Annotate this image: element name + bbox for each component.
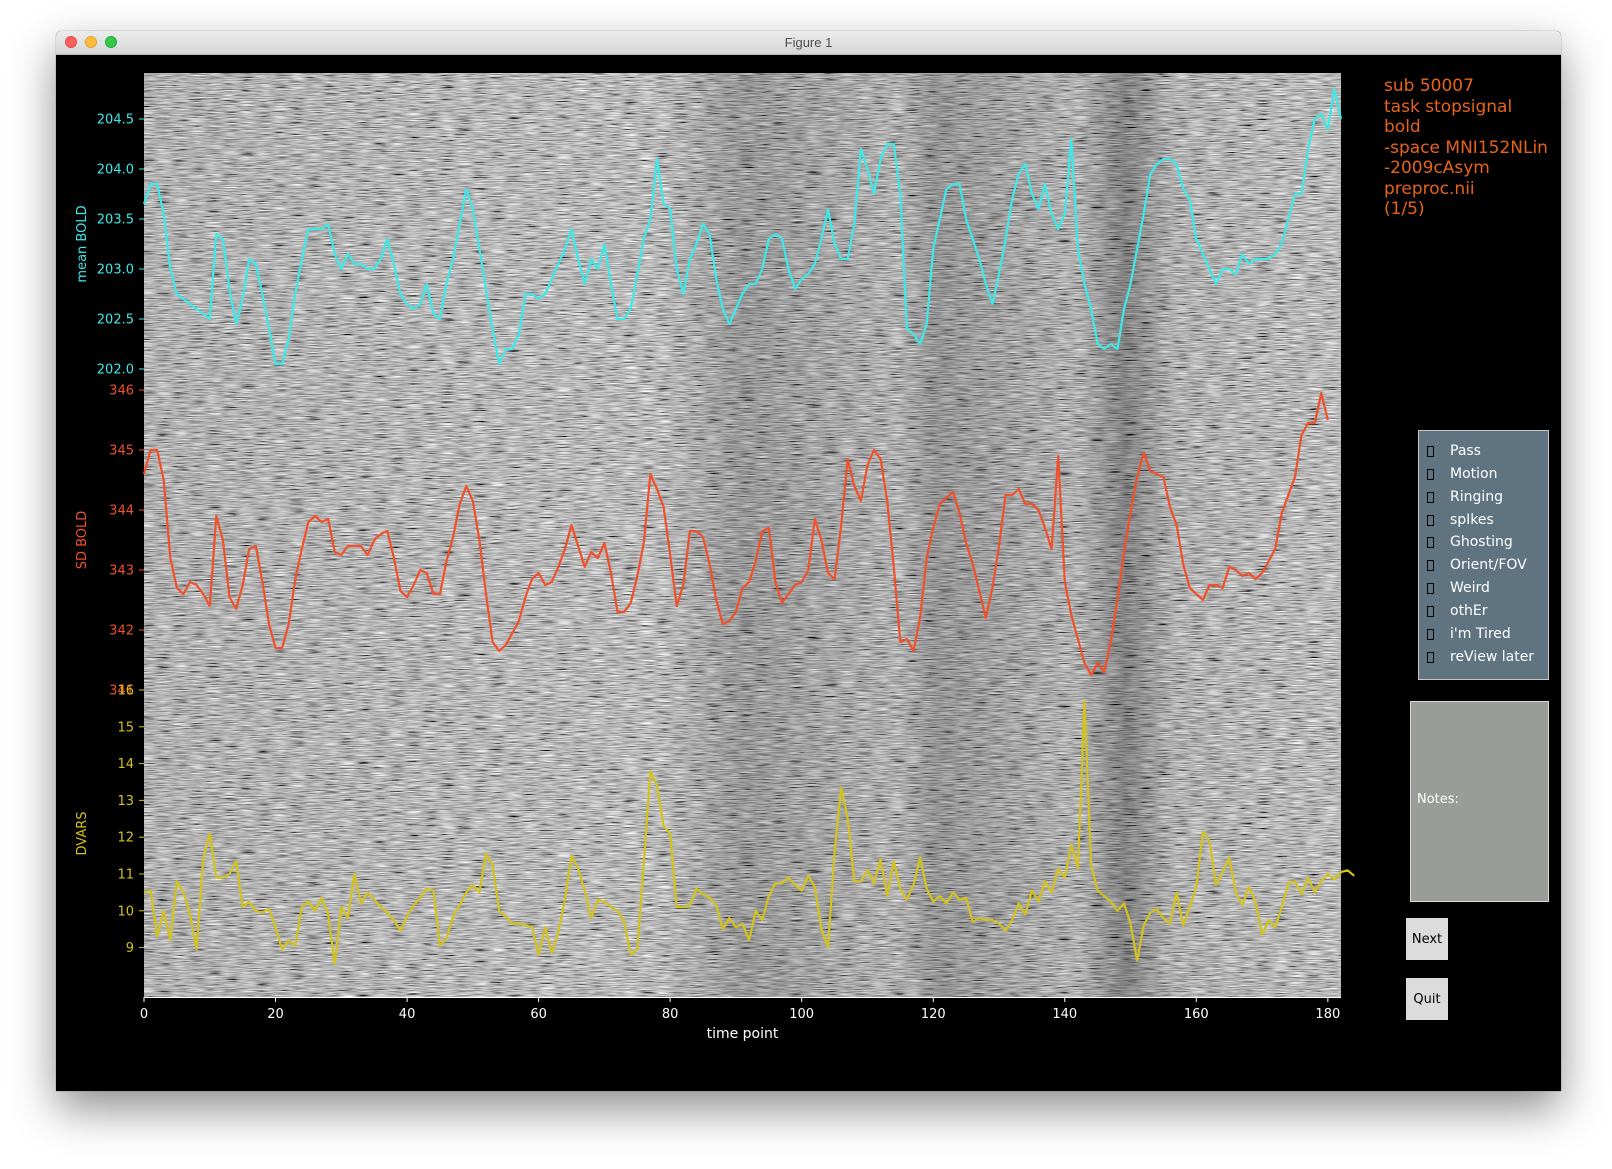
maximize-window-icon[interactable] (105, 36, 117, 48)
checkbox-label: Ringing (1450, 489, 1504, 505)
y-tick-label: 15 (117, 720, 134, 735)
rating-checkbox-panel: Pass Motion Ringing spIkes Ghosting Orie… (1418, 430, 1549, 680)
y-axis-label: DVARS (75, 811, 90, 855)
checkbox-label: Orient/FOV (1450, 557, 1527, 573)
y-tick-label: 11 (117, 867, 134, 882)
checkbox-box[interactable] (1427, 445, 1434, 457)
y-tick-label: 12 (117, 831, 134, 846)
checkbox-label: Ghosting (1450, 534, 1513, 550)
series-line-sd-bold (142, 391, 1329, 677)
y-tick-label: 203.0 (97, 263, 134, 278)
checkbox-weird[interactable]: Weird (1427, 578, 1490, 598)
checkbox-label: spIkes (1450, 512, 1494, 528)
y-tick-label: 13 (117, 794, 134, 809)
checkbox-label: Pass (1450, 443, 1481, 459)
checkbox-box[interactable] (1427, 651, 1434, 663)
checkbox-label: Motion (1450, 466, 1498, 482)
checkbox-spikes[interactable]: spIkes (1427, 510, 1494, 530)
x-tick-label: 100 (789, 1007, 814, 1022)
checkbox-label: i'm Tired (1450, 626, 1511, 642)
y-tick-label: 343 (109, 564, 134, 579)
y-tick-label: 16 (117, 684, 134, 699)
checkbox-pass[interactable]: Pass (1427, 441, 1481, 461)
checkbox-label: reView later (1450, 649, 1535, 665)
y-tick-label: 346 (109, 384, 134, 399)
window-title: Figure 1 (784, 35, 833, 50)
y-axis-label: SD BOLD (75, 511, 90, 570)
y-tick-label: 202.0 (97, 363, 134, 378)
checkbox-box[interactable] (1427, 605, 1434, 617)
x-tick-label: 80 (662, 1007, 679, 1022)
checkbox-label: Weird (1450, 580, 1490, 596)
y-tick-label: 10 (117, 904, 134, 919)
figure-window: Figure 1 (56, 31, 1561, 1091)
y-tick-label: 341 (109, 684, 134, 699)
checkbox-other[interactable]: othEr (1427, 601, 1488, 621)
checkbox-ghosting[interactable]: Ghosting (1427, 532, 1513, 552)
y-tick-label: 202.5 (97, 313, 134, 328)
y-tick-label: 344 (109, 504, 134, 519)
series-line-mean-bold (142, 87, 1343, 366)
carpet-plot: 0 20 40 60 80 100 120 140 160 180 time point 202.0 2… (75, 73, 1355, 1042)
checkbox-box[interactable] (1427, 628, 1434, 640)
trace-lines (142, 87, 1355, 966)
checkbox-orient-fov[interactable]: Orient/FOV (1427, 555, 1527, 575)
notes-textbox[interactable]: Notes: (1410, 701, 1549, 902)
checkbox-motion[interactable]: Motion (1427, 464, 1497, 484)
checkbox-box[interactable] (1427, 514, 1434, 526)
carpet-shading (144, 73, 1341, 997)
checkbox-box[interactable] (1427, 491, 1434, 503)
notes-label: Notes: (1417, 792, 1459, 807)
checkbox-box[interactable] (1427, 536, 1434, 548)
checkbox-box[interactable] (1427, 582, 1434, 594)
x-tick-label: 0 (140, 1007, 148, 1022)
axes: 0 20 40 60 80 100 120 140 160 180 time point 202.0 2… (75, 113, 1341, 1042)
checkbox-review-later[interactable]: reView later (1427, 647, 1534, 667)
close-window-icon[interactable] (65, 36, 77, 48)
checkbox-box[interactable] (1427, 468, 1434, 480)
carpet-image (144, 73, 1341, 997)
y-axis-label: mean BOLD (75, 205, 90, 282)
y-tick-label: 9 (126, 941, 134, 956)
y-tick-label: 204.0 (97, 163, 134, 178)
figure-canvas: 0 20 40 60 80 100 120 140 160 180 time point 202.0 2… (56, 54, 1561, 1091)
x-tick-label: 20 (267, 1007, 284, 1022)
x-tick-label: 160 (1184, 1007, 1209, 1022)
checkbox-label: othEr (1450, 603, 1488, 619)
quit-button[interactable]: Quit (1406, 978, 1448, 1020)
y-tick-label: 204.5 (97, 113, 134, 128)
x-tick-label: 60 (530, 1007, 547, 1022)
minimize-window-icon[interactable] (85, 36, 97, 48)
scan-info-text: sub 50007 task stopsignal bold -space MN… (1384, 76, 1548, 219)
x-tick-label: 140 (1052, 1007, 1077, 1022)
title-bar: Figure 1 (56, 31, 1561, 55)
x-tick-label: 180 (1315, 1007, 1340, 1022)
checkbox-box[interactable] (1427, 559, 1434, 571)
series-line-dvars (143, 699, 1355, 966)
x-tick-label: 40 (399, 1007, 416, 1022)
checkbox-tired[interactable]: i'm Tired (1427, 624, 1511, 644)
checkbox-ringing[interactable]: Ringing (1427, 487, 1503, 507)
y-tick-label: 342 (109, 624, 134, 639)
y-tick-label: 14 (117, 757, 134, 772)
y-tick-label: 345 (109, 444, 134, 459)
y-tick-label: 203.5 (97, 213, 134, 228)
x-tick-label: 120 (921, 1007, 946, 1022)
next-button[interactable]: Next (1406, 918, 1448, 960)
x-axis-label: time point (707, 1026, 779, 1042)
